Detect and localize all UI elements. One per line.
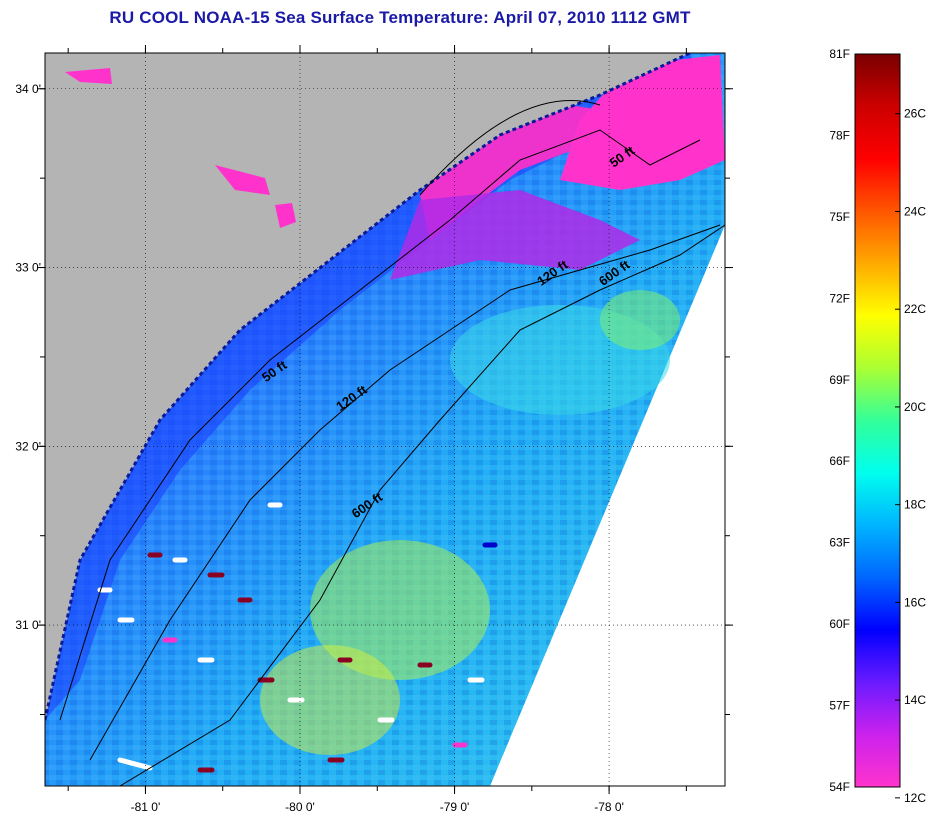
land-coast <box>45 53 690 720</box>
cold-purple-region <box>390 190 640 280</box>
warm-patch-south <box>310 540 490 680</box>
lat-tick-label: 34 0' <box>15 82 41 96</box>
colorbar-fahrenheit-label: 60F <box>829 617 850 631</box>
colorbar-fahrenheit-label: 78F <box>829 128 850 142</box>
colorbar-celsius-label: 20C <box>904 400 926 414</box>
lat-lon-grid <box>45 53 725 786</box>
lat-tick-label: 31 0' <box>15 618 41 632</box>
colorbar-celsius-label: 22C <box>904 302 926 316</box>
colorbar-fahrenheit-label: 63F <box>829 536 850 550</box>
contour-50ft <box>59 129 701 721</box>
axis-labels: -81 0' -80 0' -79 0' -78 0' 34 0' 33 0' 32 0' 3… <box>15 82 624 814</box>
colorbar-fahrenheit-label: 57F <box>829 699 850 713</box>
colorbar-fahrenheit-label: 75F <box>829 210 850 224</box>
inland-lake-3 <box>275 203 296 228</box>
contour-600ft <box>119 224 725 786</box>
warm-patch-south-2 <box>260 645 400 755</box>
lat-tick-label: 33 0' <box>15 261 41 275</box>
colorbar-celsius-label: 26C <box>904 107 926 121</box>
coastline-detail <box>45 53 691 721</box>
lon-tick-label: -79 0' <box>440 800 470 814</box>
colorbar-fahrenheit-label: 72F <box>829 291 850 305</box>
colorbar-celsius-label: 12C <box>904 791 926 805</box>
lon-tick-label: -78 0' <box>594 800 624 814</box>
colorbar-labels: 81F 78F 75F 72F 69F 66F 63F 60F 57F 54F 26C 24C 22C 2… <box>829 47 926 805</box>
warm-patch-east <box>600 290 680 350</box>
colorbar-gradient <box>854 53 901 788</box>
map-title: RU COOL NOAA-15 Sea Surface Temperature:… <box>109 8 691 27</box>
lat-tick-label: 32 0' <box>15 439 41 453</box>
colorbar-fahrenheit-label: 66F <box>829 454 850 468</box>
colorbar-celsius-label: 14C <box>904 693 926 707</box>
colorbar-celsius-label: 18C <box>904 498 926 512</box>
axis-ticks <box>37 45 733 794</box>
inland-lake-2 <box>215 165 270 195</box>
colorbar-fahrenheit-label: 81F <box>829 47 850 61</box>
lon-tick-label: -80 0' <box>285 800 315 814</box>
colorbar-celsius-label: 16C <box>904 595 926 609</box>
contour-600ft-north <box>419 100 601 196</box>
cloud-noise-streaks <box>97 502 498 773</box>
cold-magenta-region-ne <box>560 55 725 190</box>
colorbar-fahrenheit-label: 54F <box>829 780 850 794</box>
colorbar-celsius-label: 24C <box>904 204 926 218</box>
colorbar-fahrenheit-label: 69F <box>829 373 850 387</box>
contour-120ft <box>89 224 721 761</box>
lon-tick-label: -81 0' <box>131 800 161 814</box>
inland-lake-1 <box>65 68 112 84</box>
map-frame <box>44 52 726 787</box>
temperature-colorbar: 81F 78F 75F 72F 69F 66F 63F 60F 57F 54F 26C 24C 22C 2… <box>829 47 926 805</box>
